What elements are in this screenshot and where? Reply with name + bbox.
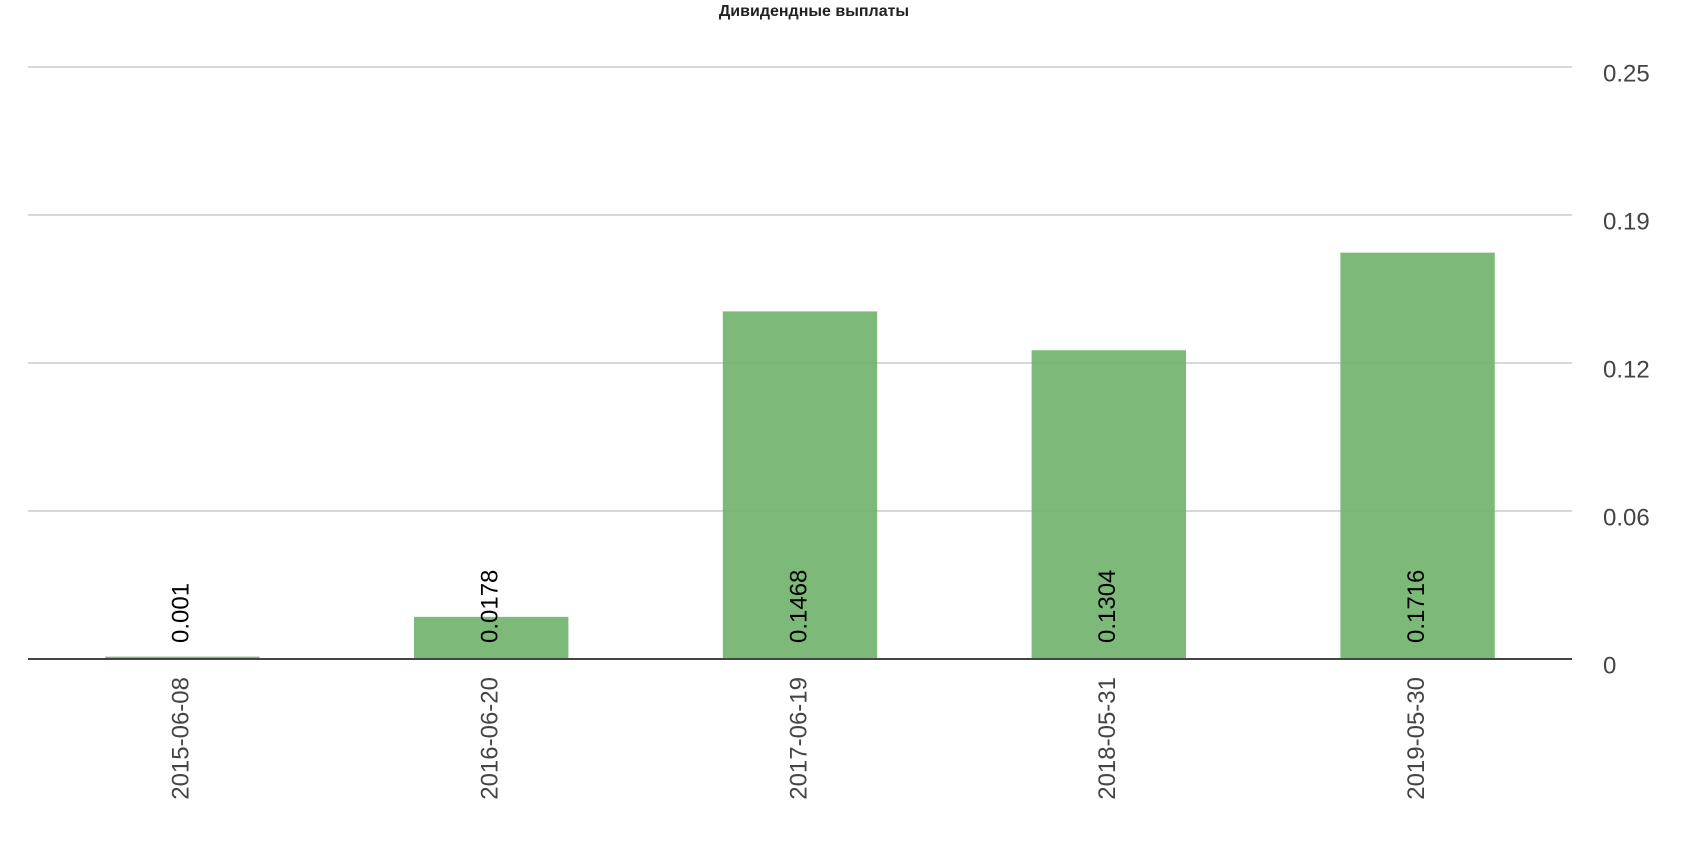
bar <box>105 656 260 659</box>
data-label: 0.1304 <box>1094 570 1121 643</box>
x-tick-label: 2017-06-19 <box>785 677 812 800</box>
y-tick-label: 0 <box>1603 652 1616 679</box>
bar <box>1340 252 1495 660</box>
x-tick-label: 2019-05-30 <box>1403 677 1430 800</box>
data-label: 0.1468 <box>785 570 812 643</box>
y-tick-label: 0.12 <box>1603 356 1650 383</box>
x-tick-label: 2018-05-31 <box>1094 677 1121 800</box>
data-label: 0.1716 <box>1403 570 1430 643</box>
bar <box>414 616 569 659</box>
data-label: 0.0178 <box>477 570 504 643</box>
bar <box>722 311 878 659</box>
y-tick-label: 0.25 <box>1603 60 1650 87</box>
x-tick-label: 2015-06-08 <box>168 677 195 800</box>
y-tick-label: 0.19 <box>1603 208 1650 235</box>
bar <box>1031 350 1186 659</box>
chart-title: Дивидендные выплаты <box>719 3 909 20</box>
data-label: 0.001 <box>168 583 195 643</box>
x-tick-label: 2016-06-20 <box>477 677 504 800</box>
y-tick-label: 0.06 <box>1603 504 1650 531</box>
